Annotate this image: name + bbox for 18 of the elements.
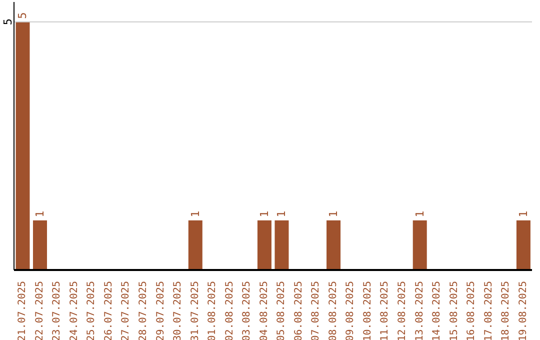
data-label: 1 [275,210,288,218]
data-label: 1 [188,210,202,218]
x-tick-label: 13.08.2025 [414,281,426,340]
x-tick-label: 12.08.2025 [397,281,408,340]
data-label: 1 [327,210,340,218]
x-tick-label: 18.08.2025 [500,281,512,340]
data-label: 1 [413,210,426,218]
data-label: 1 [258,210,271,218]
data-label: 1 [33,210,46,218]
x-tick-label: 15.08.2025 [448,281,460,340]
data-label: 5 [2,18,14,26]
x-tick-label: 14.08.2025 [432,281,443,340]
x-tick-label: 10.08.2025 [362,281,374,340]
x-tick-label: 16.08.2025 [466,281,478,340]
x-tick-label: 19.08.2025 [518,281,529,340]
x-tick-label: 11.08.2025 [380,281,391,340]
x-tick-label: 17.08.2025 [483,281,494,340]
data-label: 1 [516,210,530,218]
